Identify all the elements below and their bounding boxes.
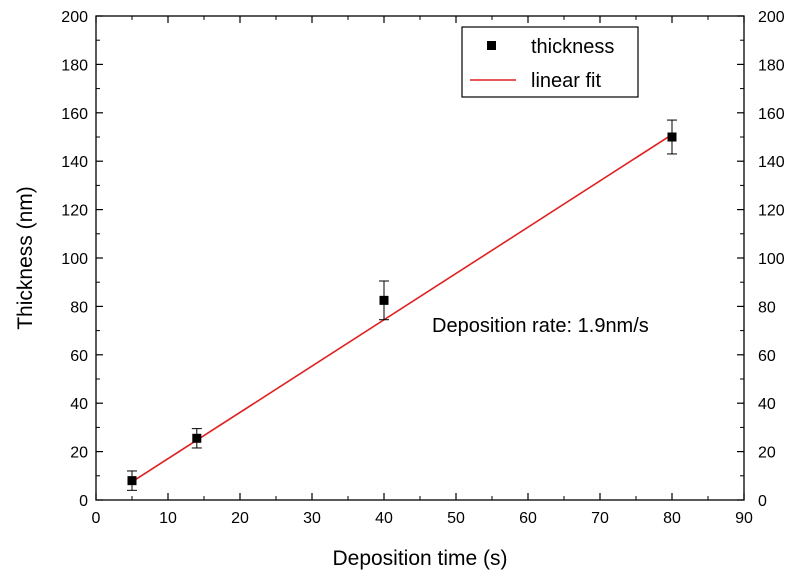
right-tick-label: 60 xyxy=(758,348,776,365)
right-tick-label: 200 xyxy=(758,9,785,26)
right-tick-label: 140 xyxy=(758,154,785,171)
data-point xyxy=(192,434,201,443)
y-tick-label: 120 xyxy=(61,203,88,220)
data-point xyxy=(668,133,677,142)
data-point xyxy=(128,476,137,485)
x-tick-label: 80 xyxy=(663,510,681,527)
y-tick-label: 100 xyxy=(61,251,88,268)
y-tick-label: 20 xyxy=(70,445,88,462)
x-tick-label: 70 xyxy=(591,510,609,527)
y-tick-label: 0 xyxy=(79,493,88,510)
y-tick-label: 80 xyxy=(70,299,88,316)
y-axis-title: Thickness (nm) xyxy=(14,186,37,330)
right-tick-label: 20 xyxy=(758,445,776,462)
x-tick-label: 40 xyxy=(375,510,393,527)
x-tick-label: 90 xyxy=(735,510,753,527)
x-tick-label: 60 xyxy=(519,510,537,527)
y-tick-label: 180 xyxy=(61,57,88,74)
data-points-layer xyxy=(127,120,677,490)
legend-label-thickness: thickness xyxy=(531,36,614,58)
plot-frame xyxy=(96,16,744,500)
x-tick-label: 0 xyxy=(92,510,101,527)
legend: thickness linear fit xyxy=(462,27,638,97)
right-tick-label: 120 xyxy=(758,203,785,220)
y-tick-label: 40 xyxy=(70,396,88,413)
legend-label-linear-fit: linear fit xyxy=(531,70,601,92)
plot-border xyxy=(96,16,744,500)
deposition-rate-annotation: Deposition rate: 1.9nm/s xyxy=(432,315,649,337)
right-tick-label: 100 xyxy=(758,251,785,268)
right-tick-label: 80 xyxy=(758,299,776,316)
x-axis-ticks: 0 10 20 30 40 50 60 70 80 90 xyxy=(92,16,753,527)
y-tick-label: 60 xyxy=(70,348,88,365)
right-tick-label: 40 xyxy=(758,396,776,413)
right-tick-label: 180 xyxy=(758,57,785,74)
y-tick-label: 160 xyxy=(61,106,88,123)
fit-line-layer xyxy=(132,135,672,482)
x-tick-label: 30 xyxy=(303,510,321,527)
y-axis-ticks: 0 20 40 60 80 100 120 140 160 180 200 xyxy=(61,9,103,510)
legend-marker-thickness xyxy=(487,41,496,50)
x-tick-label: 50 xyxy=(447,510,465,527)
x-axis-title: Deposition time (s) xyxy=(332,547,507,570)
data-point xyxy=(380,296,389,305)
x-tick-label: 20 xyxy=(231,510,249,527)
right-tick-label: 160 xyxy=(758,106,785,123)
y-tick-label: 200 xyxy=(61,9,88,26)
x-tick-label: 10 xyxy=(159,510,177,527)
linear-fit-line xyxy=(132,135,672,482)
y-tick-label: 140 xyxy=(61,154,88,171)
right-tick-label: 0 xyxy=(758,493,767,510)
